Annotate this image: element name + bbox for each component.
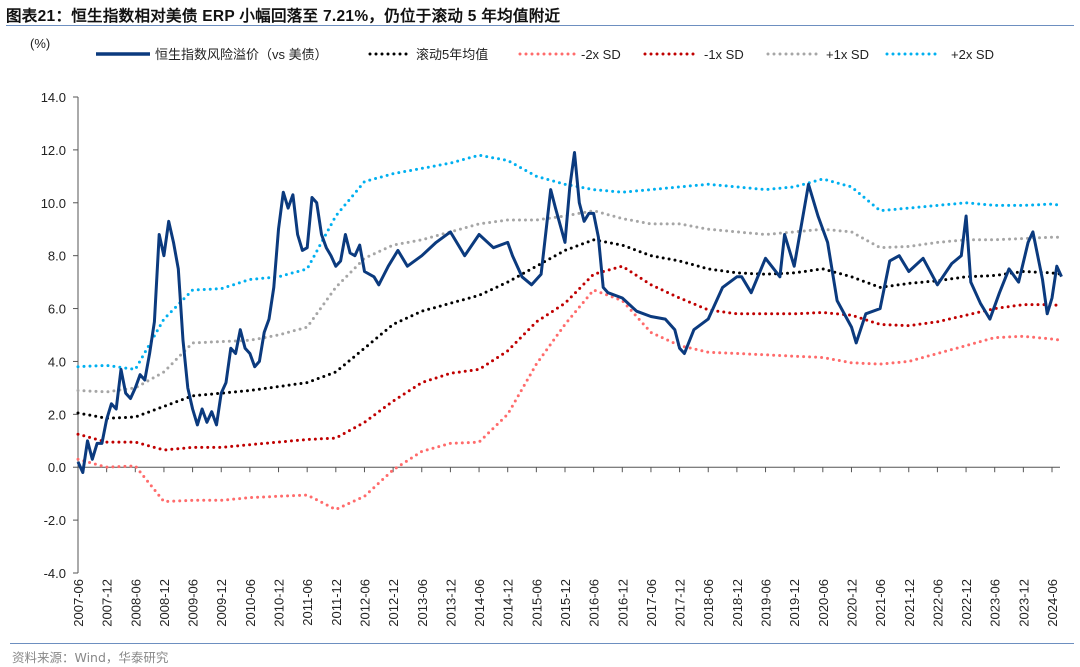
legend-item: 恒生指数风险溢价（vs 美债） bbox=[96, 47, 328, 62]
y-tick-label: 10.0 bbox=[41, 196, 66, 211]
x-tick-label: 2021-06 bbox=[873, 579, 888, 627]
x-tick-label: 2010-06 bbox=[243, 579, 258, 627]
x-tick-label: 2007-12 bbox=[100, 579, 115, 627]
legend-item: -1x SD bbox=[643, 47, 744, 62]
footer-divider bbox=[10, 643, 1074, 644]
x-tick-label: 2016-12 bbox=[615, 579, 630, 627]
x-tick-label: 2020-06 bbox=[816, 579, 831, 627]
y-tick-label: 8.0 bbox=[48, 249, 66, 264]
series-line-5 bbox=[76, 153, 1063, 372]
series-line-3 bbox=[76, 264, 1063, 452]
y-tick-label: 12.0 bbox=[41, 143, 66, 158]
series-line-4 bbox=[76, 209, 1063, 394]
series-line-2 bbox=[76, 288, 1063, 512]
y-tick-label: -4.0 bbox=[44, 566, 66, 581]
x-tick-label: 2022-12 bbox=[959, 579, 974, 627]
x-tick-label: 2014-06 bbox=[472, 579, 487, 627]
x-tick-label: 2013-12 bbox=[443, 579, 458, 627]
y-tick-label: 6.0 bbox=[48, 302, 66, 317]
x-tick-label: 2011-12 bbox=[329, 579, 344, 626]
source-note: 资料来源：Wind，华泰研究 bbox=[12, 650, 169, 665]
x-tick-label: 2017-06 bbox=[644, 579, 659, 627]
legend-label: -1x SD bbox=[704, 47, 744, 62]
x-tick-label: 2013-06 bbox=[415, 579, 430, 627]
y-tick-label: -2.0 bbox=[44, 513, 66, 528]
x-tick-label: 2009-12 bbox=[214, 579, 229, 627]
y-tick-label: 4.0 bbox=[48, 354, 66, 369]
y-axis-unit: (%) bbox=[30, 36, 51, 51]
x-tick-label: 2008-06 bbox=[128, 579, 143, 627]
x-tick-label: 2021-12 bbox=[902, 579, 917, 627]
y-tick-label: 14.0 bbox=[41, 90, 66, 105]
legend-label: +1x SD bbox=[826, 47, 869, 62]
x-tick-label: 2022-06 bbox=[930, 579, 945, 627]
x-tick-label: 2024-06 bbox=[1045, 579, 1060, 627]
title-divider bbox=[6, 25, 1074, 26]
x-tick-label: 2020-12 bbox=[844, 579, 859, 627]
x-tick-label: 2007-06 bbox=[71, 579, 86, 627]
legend-item: 滚动5年均值 bbox=[368, 47, 488, 62]
x-tick-label: 2023-06 bbox=[988, 579, 1003, 627]
chart-title: 图表21：恒生指数相对美债 ERP 小幅回落至 7.21%，仍位于滚动 5 年均… bbox=[6, 8, 561, 25]
legend-label: +2x SD bbox=[951, 47, 994, 62]
x-tick-label: 2015-06 bbox=[529, 579, 544, 627]
x-tick-label: 2008-12 bbox=[157, 579, 172, 627]
x-tick-label: 2015-12 bbox=[558, 579, 573, 627]
legend-item: -2x SD bbox=[518, 47, 621, 62]
x-tick-label: 2010-12 bbox=[272, 579, 287, 627]
legend-label: -2x SD bbox=[581, 47, 621, 62]
y-tick-label: 0.0 bbox=[48, 460, 66, 475]
legend-label: 恒生指数风险溢价（vs 美债） bbox=[155, 47, 328, 62]
x-tick-label: 2023-12 bbox=[1016, 579, 1031, 627]
x-tick-label: 2009-06 bbox=[186, 579, 201, 627]
legend-item: +2x SD bbox=[885, 47, 994, 62]
x-tick-label: 2019-06 bbox=[759, 579, 774, 627]
x-tick-label: 2012-12 bbox=[386, 579, 401, 627]
x-tick-label: 2017-12 bbox=[673, 579, 688, 627]
plot-area bbox=[76, 151, 1063, 512]
x-tick-label: 2018-06 bbox=[701, 579, 716, 627]
legend-item: +1x SD bbox=[766, 47, 869, 62]
x-tick-label: 2018-12 bbox=[730, 579, 745, 627]
x-tick-label: 2011-06 bbox=[300, 579, 315, 626]
y-tick-label: 2.0 bbox=[48, 407, 66, 422]
legend: 恒生指数风险溢价（vs 美债） 滚动5年均值 -2x SD -1x SD +1x SD +… bbox=[96, 47, 994, 62]
x-tick-label: 2012-06 bbox=[357, 579, 372, 627]
x-tick-label: 2016-06 bbox=[587, 579, 602, 627]
legend-label: 滚动5年均值 bbox=[416, 47, 488, 62]
x-tick-label: 2014-12 bbox=[501, 579, 516, 627]
series-line-0 bbox=[76, 151, 1063, 474]
axes: 14.0 12.0 10.0 8.0 6.0 4.0 2.0 0.0 -2.0 -4.0 2007-… bbox=[41, 90, 1060, 627]
x-tick-label: 2019-12 bbox=[787, 579, 802, 627]
